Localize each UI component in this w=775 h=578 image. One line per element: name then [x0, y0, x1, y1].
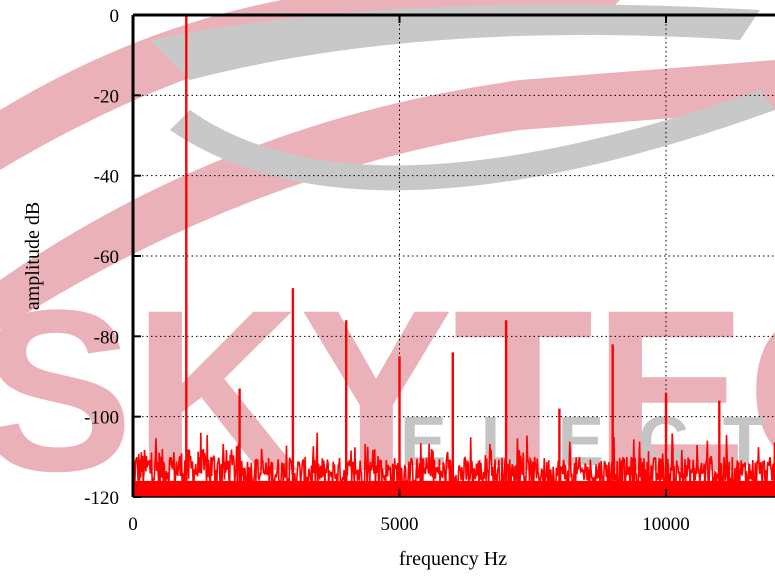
axes [131, 13, 775, 498]
y-tick-label: 0 [110, 6, 120, 27]
y-tick-label: -120 [84, 488, 119, 509]
x-tick-label: 5000 [381, 514, 419, 535]
y-tick-label: -40 [94, 167, 119, 188]
watermark-arc-gray [170, 90, 775, 191]
y-axis-label: amplitude dB [22, 202, 44, 310]
spectrum-trace [132, 15, 775, 497]
tick-labels: 050001000015000200000-20-40-60-80-100-12… [84, 6, 690, 535]
x-axis-label: frequency Hz [399, 548, 507, 570]
watermark-swoosh-red-2 [0, 60, 775, 330]
y-tick-label: -20 [94, 86, 119, 107]
y-tick-label: -100 [84, 408, 119, 429]
x-tick-label: 0 [128, 514, 138, 535]
x-tick-label: 10000 [642, 514, 690, 535]
y-tick-label: -80 [94, 327, 119, 348]
y-tick-label: -60 [94, 247, 119, 268]
watermark-brand-red: SKYTECH [0, 262, 775, 519]
watermark-swoosh-gray [150, 4, 760, 80]
noise-floor-fill [133, 480, 775, 497]
